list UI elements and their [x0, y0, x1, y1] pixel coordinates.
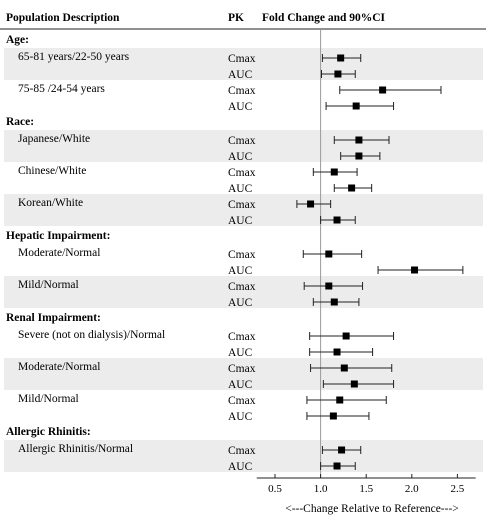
row-band — [4, 440, 483, 472]
point-estimate — [352, 102, 360, 110]
subgroup-label: Mild/Normal — [18, 393, 79, 405]
pk-label: AUC — [228, 461, 253, 473]
pk-label: AUC — [228, 215, 253, 227]
pk-header: PK — [228, 12, 244, 24]
point-estimate — [307, 200, 315, 208]
point-estimate — [379, 86, 387, 94]
point-estimate — [329, 412, 337, 420]
pk-label: Cmax — [228, 85, 256, 97]
point-estimate — [330, 298, 338, 306]
x-axis: 0.5 1.0 1.5 2.0 2.5 — [256, 474, 476, 495]
point-estimate — [348, 184, 356, 192]
pk-label: AUC — [228, 347, 253, 359]
subgroup-label: 75-85 /24-54 years — [18, 83, 105, 95]
subgroup-label: Moderate/Normal — [18, 361, 100, 373]
point-estimate — [350, 380, 358, 388]
subgroup-label: Moderate/Normal — [18, 247, 100, 259]
x-axis-label: <---Change Relative to Reference---> — [285, 503, 459, 515]
group-title: Allergic Rhinitis: — [6, 426, 91, 438]
group-title: Hepatic Impairment: — [6, 230, 110, 242]
subgroup-label: Allergic Rhinitis/Normal — [18, 443, 133, 455]
point-estimate — [333, 462, 341, 470]
point-estimate — [334, 70, 342, 78]
point-estimate — [355, 136, 363, 144]
point-estimate — [337, 54, 345, 62]
subgroup-label: Chinese/White — [18, 165, 86, 177]
group-title: Race: — [6, 116, 34, 128]
pk-label: AUC — [228, 151, 253, 163]
rows: Age: 65-81 years/22-50 years Cmax AUC 75-85 … — [6, 34, 464, 473]
pk-label: AUC — [228, 379, 253, 391]
pk-label: Cmax — [228, 249, 256, 261]
x-tick-label: 1.5 — [359, 483, 373, 495]
pk-label: AUC — [228, 411, 253, 423]
row-band — [4, 358, 483, 390]
x-tick-label: 1.0 — [314, 483, 328, 495]
row-bands — [4, 48, 483, 472]
pk-label: Cmax — [228, 281, 256, 293]
subgroup-label: 65-81 years/22-50 years — [18, 51, 130, 63]
pk-label: AUC — [228, 101, 253, 113]
population-header: Population Description — [6, 12, 120, 24]
group-title: Age: — [6, 34, 29, 46]
point-estimate — [333, 216, 341, 224]
pk-label: AUC — [228, 69, 253, 81]
group-title: Renal Impairment: — [6, 312, 101, 324]
pk-label: Cmax — [228, 53, 256, 65]
x-tick-label: 2.0 — [405, 483, 419, 495]
subgroup-label: Severe (not on dialysis)/Normal — [18, 329, 165, 341]
row-band — [4, 276, 483, 308]
subgroup-label: Korean/White — [18, 197, 83, 209]
point-estimate — [340, 364, 348, 372]
row-band — [4, 48, 483, 80]
subgroup-label: Japanese/White — [18, 133, 90, 145]
row-band — [4, 194, 483, 226]
point-estimate — [333, 348, 341, 356]
point-estimate — [325, 250, 333, 258]
point-estimate — [342, 332, 350, 340]
pk-label: Cmax — [228, 363, 256, 375]
pk-label: Cmax — [228, 135, 256, 147]
point-estimate — [338, 446, 346, 454]
pk-label: Cmax — [228, 445, 256, 457]
pk-label: Cmax — [228, 395, 256, 407]
point-estimate — [325, 282, 333, 290]
pk-label: Cmax — [228, 199, 256, 211]
subgroup-label: Mild/Normal — [18, 279, 79, 291]
point-estimate — [336, 396, 344, 404]
x-tick-label: 0.5 — [268, 483, 282, 495]
pk-label: AUC — [228, 183, 253, 195]
point-estimate — [330, 168, 338, 176]
point-estimate — [355, 152, 363, 160]
row-band — [4, 130, 483, 162]
pk-label: Cmax — [228, 167, 256, 179]
fold-change-header: Fold Change and 90%CI — [262, 12, 386, 24]
pk-label: Cmax — [228, 331, 256, 343]
pk-label: AUC — [228, 297, 253, 309]
pk-label: AUC — [228, 265, 253, 277]
point-estimate — [411, 266, 419, 274]
x-tick-label: 2.5 — [451, 483, 465, 495]
